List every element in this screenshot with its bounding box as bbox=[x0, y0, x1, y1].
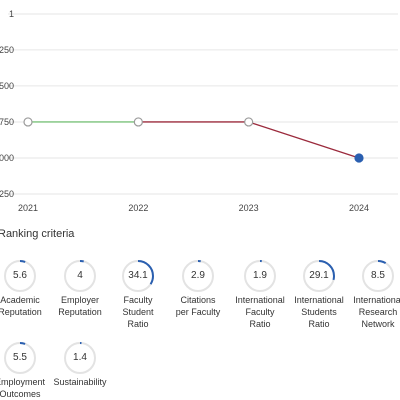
rank-line-segment bbox=[248, 121, 360, 159]
score-arc bbox=[4, 342, 36, 374]
score-gauge bbox=[4, 342, 36, 374]
criterion-label-line: International bbox=[353, 295, 400, 305]
score-gauge bbox=[244, 260, 276, 292]
score-gauge bbox=[362, 260, 394, 292]
x-tick-label: 2023 bbox=[239, 203, 259, 213]
criterion-label-line: Employment bbox=[0, 377, 46, 387]
criterion-label: Sustainability bbox=[45, 376, 115, 388]
score-arc bbox=[362, 260, 394, 292]
criterion-label: Academic Reputation bbox=[0, 294, 55, 318]
rank-point[interactable] bbox=[354, 153, 364, 163]
criterion-label-line: Sustainability bbox=[53, 377, 107, 387]
criterion-label: Faculty Student Ratio bbox=[103, 294, 173, 330]
score-arc bbox=[64, 342, 96, 374]
score-ring: 34.1 bbox=[121, 259, 155, 293]
ranking-criteria-title: Ranking criteria bbox=[0, 228, 75, 240]
rank-point[interactable] bbox=[133, 117, 143, 127]
score-ring: 2.9 bbox=[181, 259, 215, 293]
criterion-label-line: Ratio bbox=[127, 319, 149, 329]
criterion-label: International Students Ratio bbox=[284, 294, 354, 330]
rank-point[interactable] bbox=[23, 117, 33, 127]
criterion-score: 4 bbox=[77, 270, 83, 281]
criterion-label: International Research Network bbox=[343, 294, 400, 330]
score-gauge bbox=[303, 260, 335, 292]
criterion-score: 1.9 bbox=[253, 270, 267, 281]
criterion-label-line: Ratio bbox=[249, 319, 271, 329]
criterion-label-line: International bbox=[235, 295, 285, 305]
criterion-label-line: Research bbox=[358, 307, 398, 317]
criterion-label: Citations per Faculty bbox=[163, 294, 233, 318]
score-ring: 5.6 bbox=[3, 259, 37, 293]
score-arc bbox=[64, 260, 96, 292]
criterion-score: 5.5 bbox=[13, 352, 27, 363]
criterion-label-line: Citations bbox=[180, 295, 216, 305]
score-ring: 5.5 bbox=[3, 341, 37, 375]
x-tick-label: 2021 bbox=[18, 203, 38, 213]
score-arc bbox=[122, 260, 154, 292]
score-gauge bbox=[64, 342, 96, 374]
score-ring: 1.4 bbox=[63, 341, 97, 375]
y-tick-label: 750 bbox=[0, 117, 14, 127]
score-ring: 4 bbox=[63, 259, 97, 293]
criterion-score: 29.1 bbox=[309, 270, 329, 281]
score-arc bbox=[4, 260, 36, 292]
score-ring: 1.9 bbox=[243, 259, 277, 293]
score-gauge bbox=[122, 260, 154, 292]
criterion-label-line: Ratio bbox=[308, 319, 330, 329]
criterion-label: International Faculty Ratio bbox=[225, 294, 295, 330]
x-tick-label: 2024 bbox=[349, 203, 369, 213]
criterion-label-line: Outcomes bbox=[0, 389, 41, 399]
criterion-label-line: Student bbox=[122, 307, 154, 317]
score-ring: 8.5 bbox=[361, 259, 395, 293]
criterion-score: 5.6 bbox=[13, 270, 27, 281]
score-arc bbox=[182, 260, 214, 292]
x-tick-label: 2022 bbox=[128, 203, 148, 213]
y-tick-label: 250 bbox=[0, 45, 14, 55]
criterion-label: Employer Reputation bbox=[45, 294, 115, 318]
criterion-label-line: Reputation bbox=[0, 307, 42, 317]
criterion-label-line: Employer bbox=[60, 295, 99, 305]
score-gauge bbox=[182, 260, 214, 292]
score-ring: 29.1 bbox=[302, 259, 336, 293]
score-arc bbox=[303, 260, 335, 292]
score-arc bbox=[244, 260, 276, 292]
criterion-score: 1.4 bbox=[73, 352, 87, 363]
criterion-score: 8.5 bbox=[371, 270, 385, 281]
score-gauge bbox=[64, 260, 96, 292]
criterion-label-line: per Faculty bbox=[175, 307, 221, 317]
y-tick-label: 1000 bbox=[0, 153, 14, 163]
criterion-label-line: Faculty bbox=[123, 295, 153, 305]
y-tick-label: 500 bbox=[0, 81, 14, 91]
rank-point[interactable] bbox=[244, 117, 254, 127]
criterion-label-line: International bbox=[294, 295, 344, 305]
criterion-label-line: Faculty bbox=[245, 307, 275, 317]
criterion-label-line: Network bbox=[361, 319, 395, 329]
criterion-label: Employment Outcomes bbox=[0, 376, 55, 400]
y-tick-label: 1 bbox=[9, 9, 14, 19]
score-gauge bbox=[4, 260, 36, 292]
criterion-score: 34.1 bbox=[128, 270, 148, 281]
criterion-label-line: Reputation bbox=[58, 307, 102, 317]
criterion-label-line: Students bbox=[301, 307, 337, 317]
criterion-score: 2.9 bbox=[191, 270, 205, 281]
criterion-label-line: Academic bbox=[0, 295, 40, 305]
